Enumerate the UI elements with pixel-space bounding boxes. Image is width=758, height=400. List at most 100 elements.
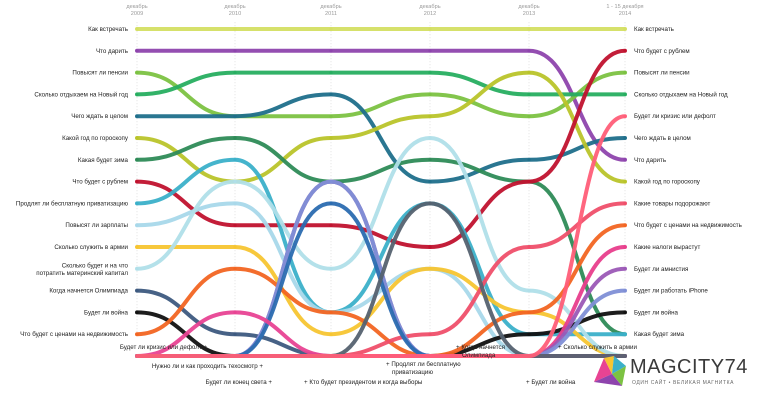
data-point[interactable] bbox=[233, 332, 237, 336]
data-point[interactable] bbox=[329, 136, 333, 140]
series-line[interactable]: Сколько будет и на что потратить материн… bbox=[135, 136, 627, 358]
data-point[interactable] bbox=[135, 136, 139, 140]
data-point[interactable] bbox=[135, 201, 139, 205]
data-point[interactable] bbox=[623, 201, 627, 205]
data-point[interactable] bbox=[527, 92, 531, 96]
data-point[interactable] bbox=[233, 49, 237, 53]
data-point[interactable] bbox=[428, 71, 432, 75]
data-point[interactable] bbox=[527, 27, 531, 31]
data-point[interactable] bbox=[135, 114, 139, 118]
data-point[interactable] bbox=[428, 180, 432, 184]
magcity-logo[interactable]: MAGCITY74 ОДИН САЙТ • ВЕЛИКАЯ МАГНИТКА bbox=[592, 352, 752, 396]
data-point[interactable] bbox=[233, 245, 237, 249]
series-line[interactable]: Что будет с ценами на недвижимость bbox=[135, 223, 627, 358]
data-point[interactable] bbox=[233, 114, 237, 118]
data-point[interactable] bbox=[135, 180, 139, 184]
data-point[interactable] bbox=[135, 158, 139, 162]
series-line[interactable]: Будет ли кризис или дефолт bbox=[135, 114, 627, 359]
data-point[interactable] bbox=[623, 136, 627, 140]
data-point[interactable] bbox=[233, 180, 237, 184]
data-point[interactable] bbox=[428, 267, 432, 271]
data-point[interactable] bbox=[527, 49, 531, 53]
series-line[interactable]: Сколько отдыхаем на Новый год bbox=[135, 70, 627, 97]
data-point[interactable] bbox=[623, 158, 627, 162]
data-point[interactable] bbox=[623, 245, 627, 249]
data-point[interactable] bbox=[329, 267, 333, 271]
data-point[interactable] bbox=[329, 201, 333, 205]
data-point[interactable] bbox=[527, 180, 531, 184]
series-line[interactable]: Что дарить bbox=[135, 48, 627, 162]
series-line[interactable]: Что будет с рублем bbox=[135, 48, 627, 249]
data-point[interactable] bbox=[329, 114, 333, 118]
data-point[interactable] bbox=[623, 49, 627, 53]
data-point[interactable] bbox=[623, 114, 627, 118]
data-point[interactable] bbox=[135, 310, 139, 314]
data-point[interactable] bbox=[623, 92, 627, 96]
data-point[interactable] bbox=[233, 223, 237, 227]
series-line[interactable]: Повысят ли пенсии bbox=[135, 70, 627, 119]
bottom-notes: Будет ли кризис или дефолт + Нужно ли и к… bbox=[120, 344, 638, 386]
data-point[interactable] bbox=[623, 310, 627, 314]
data-point[interactable] bbox=[135, 71, 139, 75]
data-point[interactable] bbox=[233, 158, 237, 162]
data-point[interactable] bbox=[329, 92, 333, 96]
data-point[interactable] bbox=[428, 201, 432, 205]
data-point[interactable] bbox=[329, 223, 333, 227]
logo-mark-icon bbox=[594, 356, 626, 386]
left-label: Что будет с ценами на недвижимость bbox=[20, 331, 128, 338]
left-label: Какая будет зима bbox=[78, 157, 129, 164]
data-point[interactable] bbox=[527, 158, 531, 162]
data-point[interactable] bbox=[135, 289, 139, 293]
data-point[interactable] bbox=[428, 136, 432, 140]
data-point[interactable] bbox=[623, 332, 627, 336]
data-point[interactable] bbox=[623, 27, 627, 31]
data-point[interactable] bbox=[233, 201, 237, 205]
data-point[interactable] bbox=[233, 136, 237, 140]
data-point[interactable] bbox=[135, 267, 139, 271]
data-point[interactable] bbox=[527, 114, 531, 118]
data-point[interactable] bbox=[329, 180, 333, 184]
data-point[interactable] bbox=[428, 245, 432, 249]
data-point[interactable] bbox=[329, 71, 333, 75]
data-point[interactable] bbox=[527, 332, 531, 336]
data-point[interactable] bbox=[623, 180, 627, 184]
data-point[interactable] bbox=[135, 332, 139, 336]
data-point[interactable] bbox=[135, 245, 139, 249]
data-point[interactable] bbox=[233, 267, 237, 271]
data-point[interactable] bbox=[428, 92, 432, 96]
data-point[interactable] bbox=[135, 49, 139, 53]
right-label: Какие налоги вырастут bbox=[634, 244, 700, 251]
data-point[interactable] bbox=[527, 289, 531, 293]
bottom-note: + Продлят ли бесплатную bbox=[386, 361, 461, 368]
data-point[interactable] bbox=[135, 92, 139, 96]
data-point[interactable] bbox=[135, 223, 139, 227]
data-point[interactable] bbox=[233, 27, 237, 31]
data-point[interactable] bbox=[233, 310, 237, 314]
right-label: Как встречать bbox=[634, 26, 674, 33]
data-point[interactable] bbox=[623, 289, 627, 293]
x-tick-label: декабрь bbox=[419, 4, 440, 10]
data-point[interactable] bbox=[329, 49, 333, 53]
data-point[interactable] bbox=[329, 332, 333, 336]
data-point[interactable] bbox=[623, 71, 627, 75]
series-line[interactable]: Какой год по гороскопу bbox=[135, 70, 627, 184]
data-point[interactable] bbox=[233, 71, 237, 75]
data-point[interactable] bbox=[428, 27, 432, 31]
data-point[interactable] bbox=[329, 310, 333, 314]
bottom-note: Будет ли конец света + bbox=[206, 379, 273, 386]
data-point[interactable] bbox=[527, 310, 531, 314]
data-point[interactable] bbox=[428, 158, 432, 162]
data-point[interactable] bbox=[428, 332, 432, 336]
data-point[interactable] bbox=[527, 245, 531, 249]
data-point[interactable] bbox=[623, 223, 627, 227]
data-point[interactable] bbox=[623, 267, 627, 271]
x-tick-label: 2014 bbox=[619, 11, 631, 17]
left-label: потратить материнский капитал bbox=[36, 270, 128, 277]
data-point[interactable] bbox=[428, 49, 432, 53]
left-label: Когда начнется Олимпиада bbox=[49, 288, 128, 295]
data-point[interactable] bbox=[527, 71, 531, 75]
data-point[interactable] bbox=[428, 114, 432, 118]
data-point[interactable] bbox=[135, 27, 139, 31]
data-point[interactable] bbox=[329, 27, 333, 31]
